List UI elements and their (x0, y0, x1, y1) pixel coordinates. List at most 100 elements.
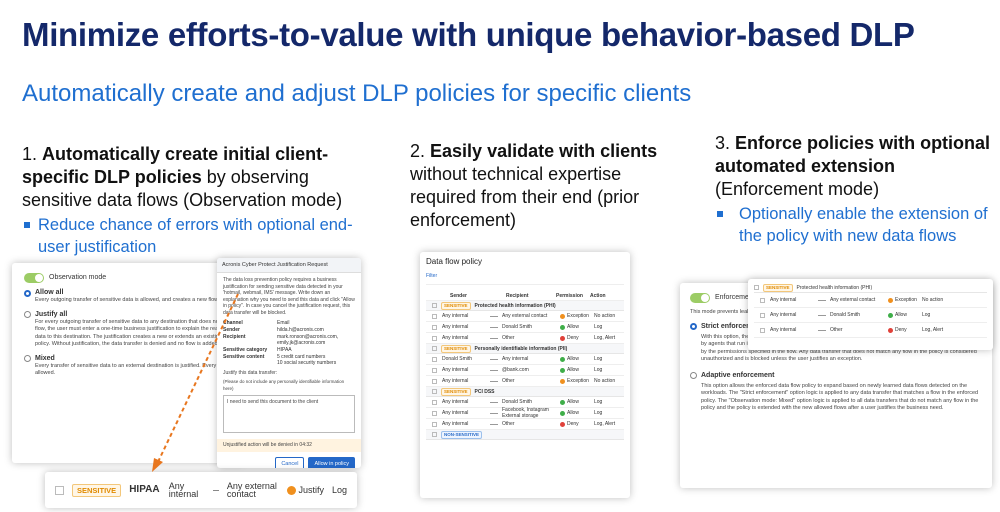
sender: Any internal (168, 481, 199, 499)
step-text: without technical expertise required fro… (410, 164, 640, 230)
checkbox (754, 285, 759, 290)
tag: NON-SENSITIVE (441, 430, 483, 439)
flow-row: Any internal Any external contact Exceptio… (754, 293, 987, 308)
hint: (Please do not include any personally id… (223, 378, 345, 392)
tag: SENSITIVE (441, 301, 471, 310)
radio (690, 372, 697, 379)
slide-title: Minimize efforts-to-value with unique be… (22, 16, 915, 53)
recipient: Other (502, 335, 515, 341)
recipient: Any internal (502, 356, 529, 362)
sender: Any internal (442, 313, 469, 319)
permission: Deny (560, 421, 594, 427)
group-header: SENSITIVE PCI DSS (426, 387, 624, 397)
permission: Allow (560, 324, 594, 330)
dialog-title: Acronis Cyber Protect Justification Requ… (217, 258, 361, 273)
flow-row: Any internal Facebook, Instagram External… (426, 407, 624, 419)
status-dot (888, 297, 893, 303)
status-dot (560, 399, 565, 405)
sender: Any internal (442, 378, 469, 384)
checkbox (432, 313, 437, 319)
column-3: 3. Enforce policies with optional automa… (715, 132, 995, 247)
status-dot (560, 410, 565, 416)
category: HIPAA (129, 484, 160, 495)
option: Allow all (24, 289, 232, 297)
option: Adaptive enforcement (690, 372, 982, 380)
recipient: Other (502, 421, 515, 427)
tag: SENSITIVE (441, 344, 471, 353)
column-2: 2. Easily validate with clients without … (410, 140, 660, 232)
zoom-row: SENSITIVE HIPAA Any internal Any external c… (45, 472, 357, 508)
field-label: Sender (223, 327, 240, 333)
column-header: Recipient (506, 292, 529, 299)
group-header: SENSITIVE Personally identifiable informa… (426, 344, 624, 354)
recipient: Donald Smith (830, 312, 861, 318)
checkbox (760, 327, 765, 333)
permission-label: Justify (298, 485, 324, 495)
permission-label: Allow (895, 312, 907, 318)
status-dot (888, 312, 893, 318)
status-dot (560, 378, 565, 384)
sender: Any internal (442, 421, 469, 427)
fields: Channel Email Sender hilda.h@acronis.com Rec… (223, 320, 355, 366)
dialog-intro: The data loss prevention policy requires… (223, 277, 355, 316)
checkbox (432, 324, 437, 330)
group-name: Protected health information (PHI) (474, 302, 556, 309)
option: Mixed (24, 355, 232, 363)
field-value: mark.ronson@acronis.com, emily.jk@acroni… (277, 334, 339, 346)
data-flow-policy: Data flow policy Filter Sender Recipient Per… (420, 252, 630, 498)
permission: Deny (888, 327, 922, 333)
permission: Allow (888, 312, 922, 318)
permission: Exception (560, 313, 594, 319)
arrow-icon (490, 412, 498, 414)
option-label: Justify all (35, 310, 68, 318)
flow-row: Any internal Other Deny Log, Alert (426, 333, 624, 344)
step-heading: Automatically create initial client-spec… (22, 144, 329, 187)
recipient: Other (830, 327, 843, 333)
action: Log (594, 324, 603, 330)
checkbox (432, 389, 437, 394)
checkbox (432, 432, 437, 437)
permission: Allow (560, 399, 594, 405)
column-1: 1. Automatically create initial client-s… (22, 143, 367, 258)
action: Log, Alert (594, 421, 616, 427)
option-text: Every outgoing transfer of sensitive dat… (35, 297, 244, 303)
recipient: Facebook, Instagram External storage (502, 407, 549, 419)
checkbox (432, 367, 437, 373)
arrow-icon (490, 380, 498, 382)
arrow-icon (490, 423, 498, 425)
arrow-icon (490, 401, 498, 403)
arrow-icon (490, 369, 498, 371)
step-heading: Enforce policies with optional automated… (715, 133, 991, 176)
sender: Any internal (442, 367, 469, 373)
tag: SENSITIVE (441, 387, 471, 396)
sender: Any internal (442, 410, 469, 416)
action: No action (594, 313, 616, 319)
permission: Exception (560, 378, 594, 384)
toggle-label: Observation mode (49, 274, 107, 281)
arrow-icon (490, 326, 498, 328)
checkbox (432, 410, 437, 416)
option-label: Strict enforcement (701, 322, 763, 330)
justification-dialog: Acronis Cyber Protect Justification Requ… (217, 258, 361, 468)
sender: Any internal (442, 399, 469, 405)
checkbox (432, 346, 437, 351)
column-header: Sender (450, 292, 467, 299)
sender: Donald Smith (442, 356, 473, 362)
step-number: 2. (410, 141, 426, 161)
option-text: Every transfer of sensitive data to an e… (35, 362, 244, 377)
permission-label: Exception (895, 297, 917, 303)
option-label: Adaptive enforcement (701, 371, 775, 379)
connector-arrow (152, 293, 239, 472)
tag: SENSITIVE (72, 483, 122, 497)
permission-label: Allow (567, 367, 579, 373)
field-label: Sensitive content (223, 354, 265, 360)
recipient: @bank.com (502, 367, 529, 373)
option-label: Mixed (35, 354, 55, 362)
flow-row: Any internal Other Deny Log, Alert (426, 419, 624, 430)
radio (24, 355, 31, 362)
group-name: PCI DSS (474, 388, 495, 395)
sender: Any internal (770, 297, 797, 303)
field-value: HIPAA (277, 347, 292, 353)
arrow-icon (212, 489, 219, 491)
